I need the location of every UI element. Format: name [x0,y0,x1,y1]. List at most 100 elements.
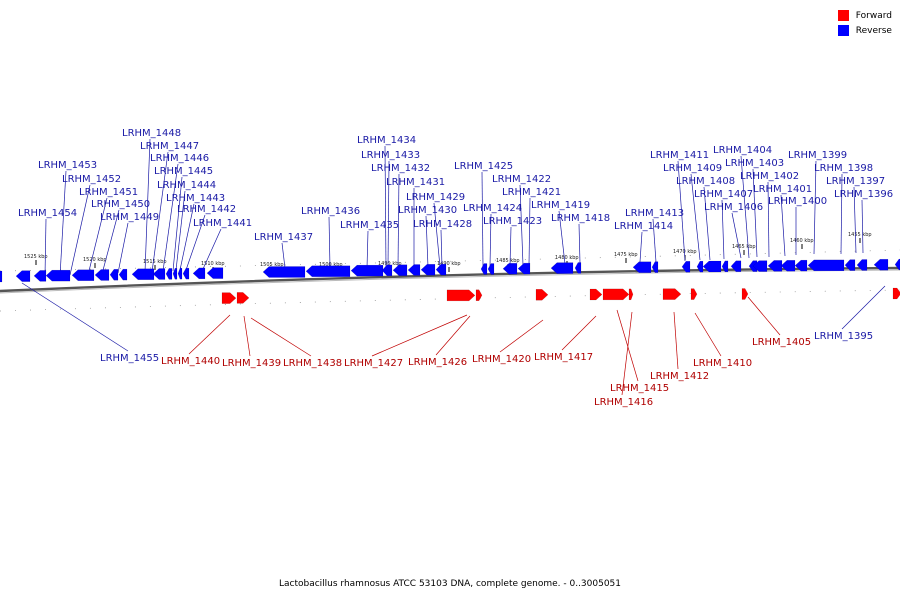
reverse-gene-arrow [206,267,224,279]
reverse-gene-arrow [502,263,518,275]
reverse-gene-label: LRHM_1403 [725,158,784,169]
forward-gene-leader [188,314,231,355]
reverse-gene-arrow [420,264,436,276]
reverse-gene-leader [519,184,524,266]
genome-caption: Lactobacillus rhamnosus ATCC 53103 DNA, … [278,579,622,589]
reverse-gene-label: LRHM_1396 [834,189,893,200]
gene-labels: LRHM_1455 LRHM_1454 LRHM_1453 LRHM_1452 LRHM… [18,128,893,408]
reverse-gene-label: LRHM_1425 [454,161,513,172]
forward-gene-leader [673,311,679,370]
reverse-gene-leader [366,230,369,269]
reverse-gene-label: LRHM_1411 [650,150,709,161]
reverse-gene-leader [440,229,443,268]
scale-tick-label: 1515 kbp [143,259,167,265]
reverse-gene-leader [281,242,286,269]
reverse-gene-label: LRHM_1423 [483,216,542,227]
reverse-gene-label: LRHM_1419 [531,200,590,211]
reverse-gene-leader [558,210,566,265]
reverse-gene-arrow [681,261,691,273]
reverse-gene-leader [677,160,686,262]
reverse-gene-arrow [894,258,900,271]
reverse-swatch [837,25,849,36]
reverse-gene-leader [639,231,643,263]
reverse-gene-leader [117,222,129,274]
gene-arrows [0,258,900,304]
reverse-gene-leader [69,184,91,276]
reverse-gene-label: LRHM_1446 [150,153,209,164]
forward-gene-leader [499,319,544,353]
reverse-gene-leader [328,216,331,269]
scale-tick-label: 1490 kbp [437,261,461,267]
forward-gene-label: LRHM_1426 [408,357,467,368]
reverse-gene-label: LRHM_1397 [826,176,885,187]
scale-tick-label: 1480 kbp [555,255,579,261]
reverse-gene-arrow [152,268,166,280]
reverse-gene-leader [87,197,108,276]
reverse-gene-arrow [780,260,796,272]
reverse-gene-arrow [350,264,384,277]
forward-gene-leader [371,314,468,357]
reverse-gene-leader [185,214,206,271]
reverse-gene-leader [690,173,701,261]
forward-gene-arrow [892,287,900,300]
reverse-gene-label: LRHM_1448 [122,128,181,139]
reverse-gene-label: LRHM_1399 [788,150,847,161]
forward-gene-arrow [690,288,698,300]
reverse-gene-label: LRHM_1408 [676,176,735,187]
reverse-gene-label: LRHM_1443 [166,193,225,204]
reverse-gene-arrow [262,266,306,278]
reverse-gene-arrow [407,264,421,276]
reverse-gene-leader [59,170,67,277]
reverse-gene-leader [387,160,390,268]
forward-gene-label: LRHM_1427 [344,358,403,369]
reverse-gene-leader [179,203,195,271]
reverse-gene-leader [425,215,429,268]
reverse-gene-leader [731,212,742,259]
reverse-gene-arrow [45,269,71,282]
forward-gene-arrow [662,288,682,300]
reverse-gene-arrow [182,267,190,280]
reverse-gene-arrow [807,259,845,272]
reverse-gene-leader [172,176,183,272]
reverse-gene-arrow [873,259,889,271]
reverse-gene-leader [384,145,387,269]
forward-gene-leader [747,296,781,336]
forward-gene-leader [621,311,633,396]
reverse-gene-leader [101,209,120,275]
reverse-gene-leader [813,160,817,255]
reverse-gene-label: LRHM_1454 [18,208,77,219]
scale-tick-label: 1460 kbp [790,238,814,244]
reverse-gene-label: LRHM_1433 [361,150,420,161]
reverse-gene-label: LRHM_1413 [625,208,684,219]
reverse-gene-label: LRHM_1428 [413,219,472,230]
forward-gene-label: LRHM_1417 [534,352,593,363]
scale-tick-label: 1510 kbp [201,261,225,267]
forward-gene-arrow [221,292,237,304]
forward-gene-label: LRHM_1405 [752,337,811,348]
reverse-gene-label: LRHM_1452 [62,174,121,185]
reverse-gene-label: LRHM_1409 [663,163,722,174]
reverse-gene-leader [840,173,843,255]
reverse-gene-label: LRHM_1398 [814,163,873,174]
reverse-gene-leader [652,218,657,263]
reverse-gene-label: LRHM_1406 [704,202,763,213]
reverse-gene-leader [841,285,886,330]
reverse-gene-leader [721,199,725,260]
reverse-gene-leader [767,181,770,258]
forward-gene-label: LRHM_1412 [650,371,709,382]
reverse-gene-label: LRHM_1418 [551,213,610,224]
reverse-gene-label: LRHM_1400 [768,196,827,207]
reverse-gene-arrow [696,260,704,273]
scale-tick-label: 1475 kbp [614,252,638,258]
reverse-gene-label: LRHM_1434 [357,135,416,146]
reverse-gene-arrow [844,259,856,271]
reverse-gene-label: LRHM_1441 [193,218,252,229]
reverse-gene-label: LRHM_1437 [254,232,313,243]
scale-tick-label: 1495 kbp [378,261,402,267]
reverse-gene-arrow [702,260,722,273]
reverse-gene-label: LRHM_1455 [100,353,159,364]
scale-tick-label: 1485 kbp [496,258,520,264]
reverse-gene-label: LRHM_1431 [386,177,445,188]
forward-gene-arrow [446,289,476,302]
